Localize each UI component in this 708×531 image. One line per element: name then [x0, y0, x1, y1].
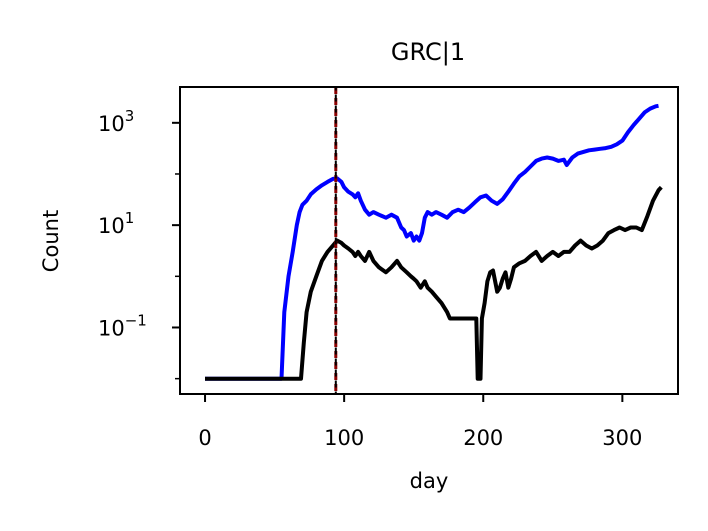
chart-title: GRC|1 — [391, 38, 465, 66]
x-tick-label: 200 — [463, 426, 503, 450]
y-axis: 103 101 10−1 — [98, 107, 180, 380]
x-tick-label: 300 — [602, 426, 642, 450]
y-tick-exponent: −1 — [125, 311, 147, 329]
y-tick-exponent: 3 — [125, 107, 135, 125]
plot-area — [179, 86, 679, 395]
y-tick-label: 101 — [98, 209, 134, 238]
plot-background — [180, 87, 678, 394]
x-axis: 0 100 200 300 — [198, 394, 642, 450]
series-line-2 — [205, 185, 663, 381]
x-tick-label: 0 — [198, 426, 211, 450]
x-tick-label: 100 — [324, 426, 364, 450]
y-axis-label: Count — [39, 210, 63, 272]
y-tick-exponent: 1 — [125, 209, 135, 227]
y-tick-label: 10−1 — [98, 311, 147, 340]
y-tick-label: 103 — [98, 107, 134, 136]
plot-frame — [179, 86, 679, 395]
x-axis-label: day — [410, 469, 449, 493]
